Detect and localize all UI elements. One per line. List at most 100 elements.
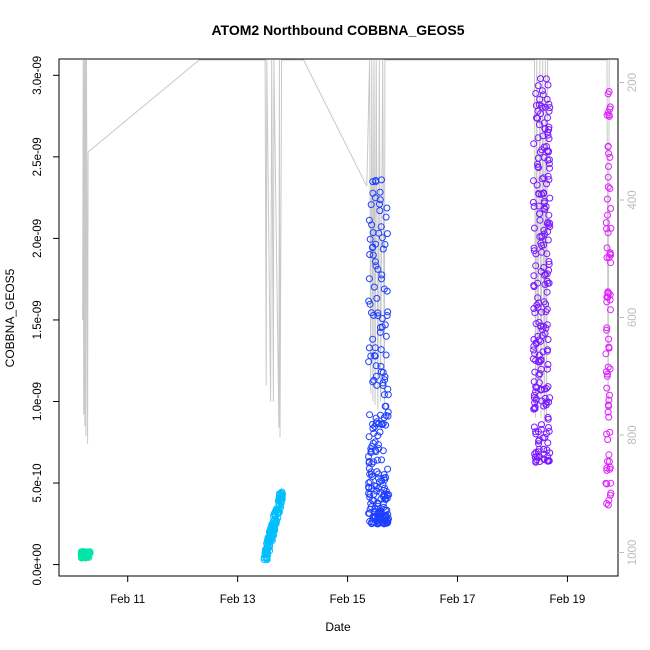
y-tick-label: 2.5e-09 bbox=[32, 137, 44, 176]
right-tick-label: 200 bbox=[627, 73, 639, 92]
data-point bbox=[604, 142, 612, 150]
data-point bbox=[545, 176, 553, 184]
data-point bbox=[274, 497, 282, 505]
data-point bbox=[531, 405, 539, 413]
data-point bbox=[381, 492, 389, 500]
data-point bbox=[365, 479, 373, 487]
y-axis: 0.0e+00 5.0e-10 1.0e-09 1.5e-09 2.0e-09 2.5e-… bbox=[32, 56, 59, 586]
data-point bbox=[546, 104, 554, 112]
x-tick-label: Feb 19 bbox=[550, 594, 586, 606]
data-point bbox=[378, 477, 386, 485]
data-point bbox=[530, 391, 538, 399]
data-point bbox=[366, 300, 374, 308]
data-point bbox=[380, 471, 388, 479]
data-point bbox=[369, 251, 377, 259]
data-point bbox=[532, 90, 540, 97]
data-point bbox=[374, 265, 382, 273]
data-point bbox=[534, 294, 542, 302]
data-point bbox=[541, 329, 549, 337]
data-point bbox=[380, 285, 388, 293]
data-point bbox=[607, 259, 615, 267]
data-point bbox=[603, 466, 611, 474]
data-point bbox=[370, 429, 378, 437]
data-point bbox=[543, 321, 551, 329]
data-point bbox=[376, 200, 383, 208]
data-point bbox=[375, 441, 382, 449]
data-point bbox=[540, 450, 548, 458]
data-point bbox=[604, 408, 612, 416]
data-point bbox=[603, 372, 611, 380]
data-point bbox=[533, 340, 540, 347]
data-point bbox=[383, 204, 391, 212]
data-point bbox=[366, 411, 374, 419]
data-point bbox=[372, 362, 380, 370]
data-point bbox=[605, 396, 613, 404]
secondary-y-axis: 200 400 600 800 1000 bbox=[618, 73, 639, 565]
chart-title: ATOM2 Northbound COBBNA_GEOS5 bbox=[211, 22, 464, 38]
data-point bbox=[384, 385, 392, 393]
data-point bbox=[539, 132, 547, 140]
data-point bbox=[371, 505, 379, 513]
data-point bbox=[543, 277, 551, 285]
data-point bbox=[365, 344, 373, 352]
data-point bbox=[372, 262, 380, 270]
data-point bbox=[267, 525, 275, 533]
data-point bbox=[373, 294, 381, 302]
data-point bbox=[538, 386, 546, 394]
x-tick-label: Feb 15 bbox=[330, 594, 366, 606]
data-point bbox=[534, 332, 542, 340]
data-point bbox=[604, 401, 612, 409]
data-point bbox=[275, 509, 283, 517]
data-point bbox=[534, 82, 542, 90]
data-point bbox=[531, 453, 539, 461]
data-point bbox=[544, 148, 552, 156]
data-point bbox=[367, 201, 375, 209]
data-point bbox=[606, 491, 614, 499]
data-point bbox=[536, 358, 544, 366]
data-point bbox=[606, 153, 614, 161]
data-point bbox=[530, 346, 538, 354]
data-point bbox=[365, 453, 372, 460]
data-point bbox=[537, 75, 544, 83]
data-point bbox=[544, 361, 552, 368]
data-point bbox=[535, 190, 543, 197]
data-point bbox=[603, 326, 611, 334]
data-point bbox=[535, 121, 543, 129]
x-axis: Feb 11 Feb 13 Feb 15 Feb 17 Feb 19 bbox=[110, 576, 585, 606]
data-point bbox=[545, 424, 552, 431]
data-point bbox=[275, 500, 283, 508]
data-point bbox=[605, 111, 613, 119]
data-point bbox=[603, 298, 611, 306]
x-axis-label: Date bbox=[325, 620, 351, 634]
series-5 bbox=[602, 88, 615, 509]
x-tick-label: Feb 11 bbox=[110, 594, 145, 606]
data-point bbox=[366, 493, 374, 501]
data-point bbox=[603, 480, 611, 488]
data-point bbox=[604, 90, 612, 98]
data-point bbox=[544, 336, 552, 343]
data-point bbox=[374, 309, 382, 317]
data-point bbox=[380, 520, 388, 528]
data-point bbox=[370, 283, 378, 291]
data-point bbox=[366, 505, 374, 513]
data-point bbox=[380, 491, 388, 499]
data-point bbox=[607, 306, 614, 314]
data-point bbox=[532, 428, 540, 436]
data-point bbox=[371, 194, 379, 202]
data-point bbox=[545, 107, 553, 115]
data-point bbox=[606, 249, 614, 257]
pressure-profile-lines bbox=[82, 59, 610, 444]
data-point bbox=[368, 472, 376, 480]
data-point bbox=[373, 456, 381, 464]
data-point bbox=[604, 173, 612, 181]
data-point bbox=[535, 101, 543, 109]
data-point bbox=[545, 211, 553, 219]
data-point bbox=[532, 388, 540, 396]
data-point bbox=[529, 198, 537, 206]
data-point bbox=[385, 491, 393, 499]
data-point bbox=[605, 451, 613, 459]
data-point bbox=[605, 150, 613, 157]
profile-line bbox=[82, 59, 610, 444]
right-tick-label: 600 bbox=[627, 308, 639, 327]
